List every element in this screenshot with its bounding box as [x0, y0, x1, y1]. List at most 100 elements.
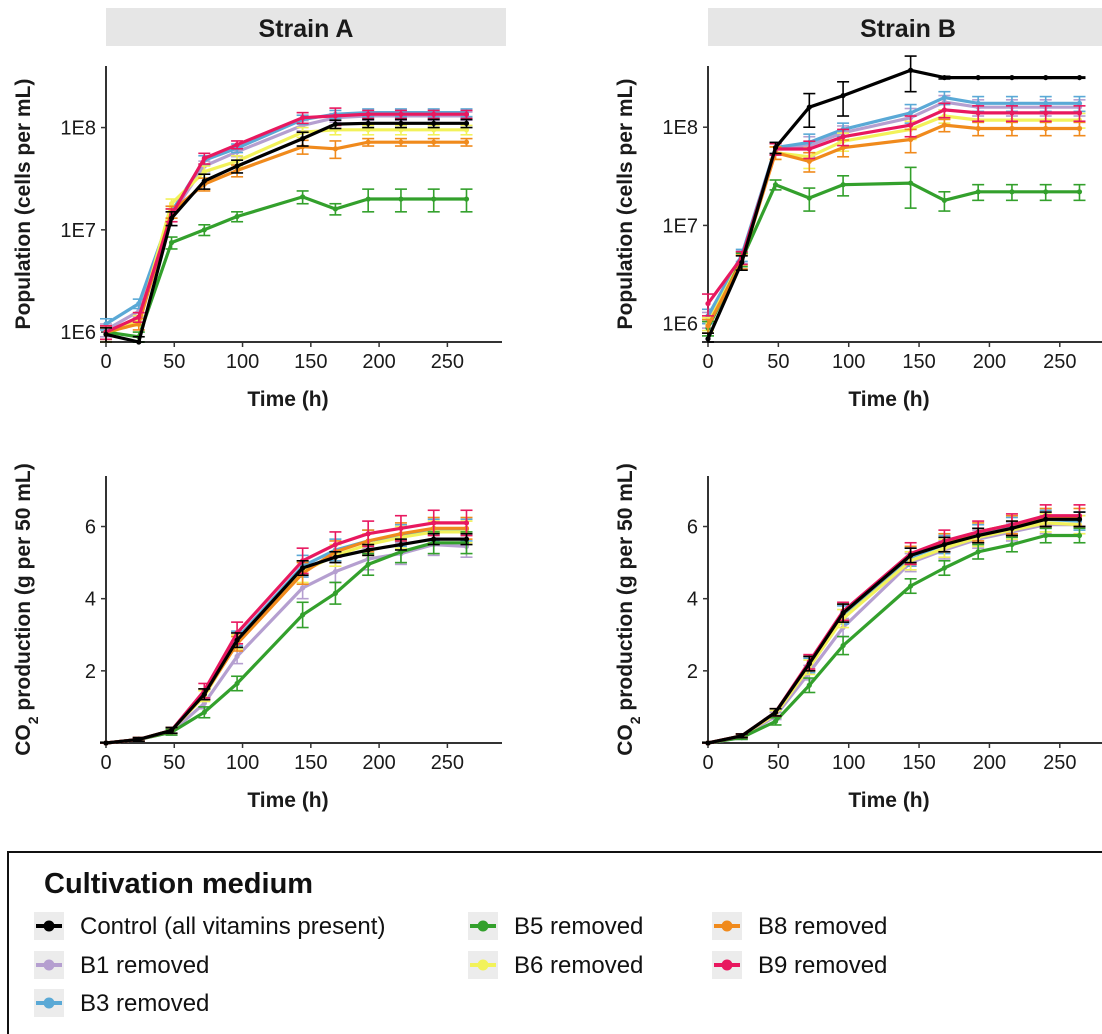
series-b9: [100, 510, 472, 745]
x-tick-label: 100: [832, 351, 865, 373]
data-point: [976, 110, 981, 115]
y-axis-title: Population (cells per mL): [614, 79, 637, 330]
legend-label: B3 removed: [80, 990, 209, 1017]
data-point: [976, 549, 981, 554]
y-axis-title-subscript: 2: [627, 716, 643, 724]
data-point: [705, 336, 710, 341]
y-axis-title-part: CO: [614, 724, 637, 756]
data-point: [464, 196, 469, 201]
legend-label: Control (all vitamins present): [80, 913, 385, 940]
data-point: [366, 196, 371, 201]
panel-4: 0 50 100 150 200 250246Time (h)CO2 production…: [614, 463, 1102, 812]
series-b5: [702, 528, 1085, 745]
data-point: [1043, 189, 1048, 194]
series-line: [708, 519, 1080, 743]
data-point: [202, 178, 207, 183]
data-point: [202, 227, 207, 232]
data-point: [705, 323, 710, 328]
legend-item: B9 removed: [712, 951, 887, 979]
series-b1: [100, 534, 472, 746]
data-point: [942, 542, 947, 547]
x-tick-label: 100: [226, 351, 259, 373]
data-point: [840, 643, 845, 648]
data-point: [705, 740, 710, 745]
data-point: [366, 531, 371, 536]
series-line: [708, 519, 1080, 743]
y-axis-title-subscript: 2: [25, 716, 41, 724]
data-point: [807, 683, 812, 688]
y-tick-label: 1E8: [60, 118, 96, 140]
x-tick-label: 150: [902, 752, 935, 774]
legend-label: B6 removed: [514, 952, 643, 979]
legend-item: B8 removed: [712, 912, 887, 940]
data-point: [1077, 189, 1082, 194]
series-b6: [100, 125, 472, 342]
series-control: [702, 512, 1085, 746]
data-point: [908, 583, 913, 588]
y-tick-label: 1E6: [60, 322, 96, 344]
data-point: [807, 159, 812, 164]
data-point: [908, 553, 913, 558]
data-point: [942, 95, 947, 100]
data-point: [908, 110, 913, 115]
x-tick-label: 200: [362, 351, 395, 373]
data-point: [366, 562, 371, 567]
data-point: [169, 216, 174, 221]
data-point: [1009, 189, 1014, 194]
data-point: [333, 542, 338, 547]
data-point: [1009, 126, 1014, 131]
legend-label: B1 removed: [80, 952, 209, 979]
data-point: [807, 146, 812, 151]
data-point: [366, 547, 371, 552]
series-line: [106, 530, 467, 743]
x-tick-label: 150: [902, 351, 935, 373]
data-point: [1043, 517, 1048, 522]
data-point: [464, 520, 469, 525]
x-tick-label: 200: [973, 351, 1006, 373]
series-b1: [702, 96, 1085, 329]
data-point: [300, 585, 305, 590]
legend-item: B3 removed: [34, 989, 209, 1017]
data-point: [840, 93, 845, 98]
data-point: [1009, 542, 1014, 547]
legend-key-dot: [478, 960, 489, 971]
series-line: [708, 98, 1080, 316]
series-line: [708, 125, 1080, 326]
series-b3: [702, 510, 1085, 745]
data-point: [234, 163, 239, 168]
series-control: [100, 534, 472, 746]
x-tick-label: 50: [163, 351, 185, 373]
x-tick-label: 250: [1043, 351, 1076, 373]
panel-2: Strain B0 50 100 150 200 2501E61E71E8Time (h)…: [614, 8, 1102, 411]
series-b8: [100, 139, 472, 340]
data-point: [234, 681, 239, 686]
series-b8: [702, 508, 1085, 745]
x-tick-label: 0: [100, 351, 111, 373]
x-tick-label: 50: [767, 752, 789, 774]
x-tick-label: 0: [702, 351, 713, 373]
data-point: [942, 75, 947, 80]
legend: Cultivation medium Control (all vitamins…: [8, 852, 1102, 1034]
y-tick-label: 4: [85, 589, 96, 611]
series-line: [106, 528, 467, 743]
data-point: [300, 565, 305, 570]
data-point: [300, 136, 305, 141]
data-point: [103, 740, 108, 745]
y-axis-title: CO2 production (g per 50 mL): [614, 463, 643, 755]
data-point: [942, 123, 947, 128]
data-point: [234, 654, 239, 659]
series-line: [106, 532, 467, 743]
data-point: [366, 140, 371, 145]
series-line: [106, 543, 467, 743]
legend-label: B9 removed: [758, 952, 887, 979]
data-point: [234, 638, 239, 643]
data-point: [840, 611, 845, 616]
data-point: [908, 123, 913, 128]
series-b1: [702, 516, 1085, 746]
x-axis-title: Time (h): [848, 388, 929, 411]
legend-key-dot: [478, 921, 489, 932]
x-tick-label: 150: [294, 351, 327, 373]
data-point: [942, 565, 947, 570]
data-point: [807, 195, 812, 200]
